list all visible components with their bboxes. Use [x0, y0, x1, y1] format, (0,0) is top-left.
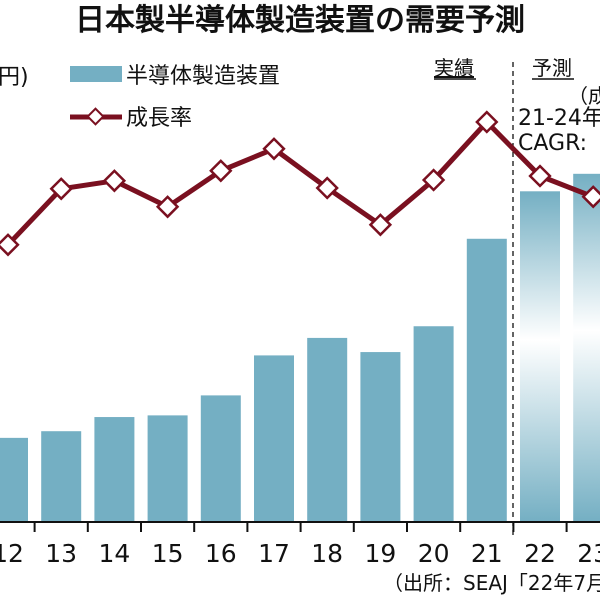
bar-12: [0, 437, 28, 522]
x-tick-label-23: 23: [577, 539, 600, 568]
growth-marker-20: [421, 168, 446, 192]
growth-marker-14: [102, 169, 127, 193]
bar-18: [307, 337, 348, 522]
growth-marker-19: [368, 213, 393, 237]
bar-16: [200, 395, 241, 522]
growth-marker-16: [209, 159, 233, 183]
legend-line-marker: [86, 107, 105, 126]
unit-label: 円): [0, 65, 29, 90]
growth-marker-22: [528, 164, 552, 188]
bar-13: [41, 431, 82, 522]
x-tick-label-12: 12: [0, 539, 24, 568]
bar-17: [254, 355, 294, 522]
actual-label: 実績: [434, 56, 474, 80]
x-tick-label-21: 21: [471, 539, 503, 568]
forecast-label: 予測: [532, 56, 572, 80]
x-tick-label-15: 15: [152, 539, 184, 568]
legend-bar-label: 半導体製造装置: [126, 64, 280, 89]
chart-title: 日本製半導体製造装置の需要予測: [75, 3, 525, 38]
x-tick-label-13: 13: [45, 539, 77, 568]
x-tick-label-16: 16: [205, 539, 237, 568]
growth-rate-line: [6, 119, 595, 247]
bar-22: [520, 191, 560, 522]
cagr-label: CAGR:: [518, 131, 587, 156]
legend-line-label: 成長率: [126, 106, 192, 131]
forecast-note: （成: [568, 84, 600, 108]
growth-marker-17: [262, 137, 286, 161]
growth-marker-15: [155, 195, 180, 219]
growth-marker-23: [581, 185, 600, 209]
x-tick-label-20: 20: [418, 539, 450, 568]
x-tick-label-19: 19: [364, 539, 396, 568]
x-tick-label-18: 18: [311, 539, 343, 568]
bar-20: [413, 326, 454, 522]
x-tick-label-14: 14: [98, 539, 130, 568]
growth-marker-18: [315, 176, 339, 200]
bar-23: [573, 173, 600, 522]
bar-14: [94, 417, 135, 522]
source-note: （出所：SEAJ「22年7月: [383, 571, 600, 595]
bar-15: [147, 415, 188, 522]
x-tick-label-22: 22: [524, 539, 556, 568]
bar-19: [360, 352, 401, 522]
x-tick-label-17: 17: [258, 539, 290, 568]
growth-marker-12: [0, 233, 20, 257]
bar-21: [466, 238, 507, 522]
cagr-period: 21-24年: [518, 106, 600, 131]
legend-bar-swatch: [70, 66, 122, 82]
growth-marker-21: [475, 110, 499, 134]
growth-marker-13: [49, 177, 73, 201]
